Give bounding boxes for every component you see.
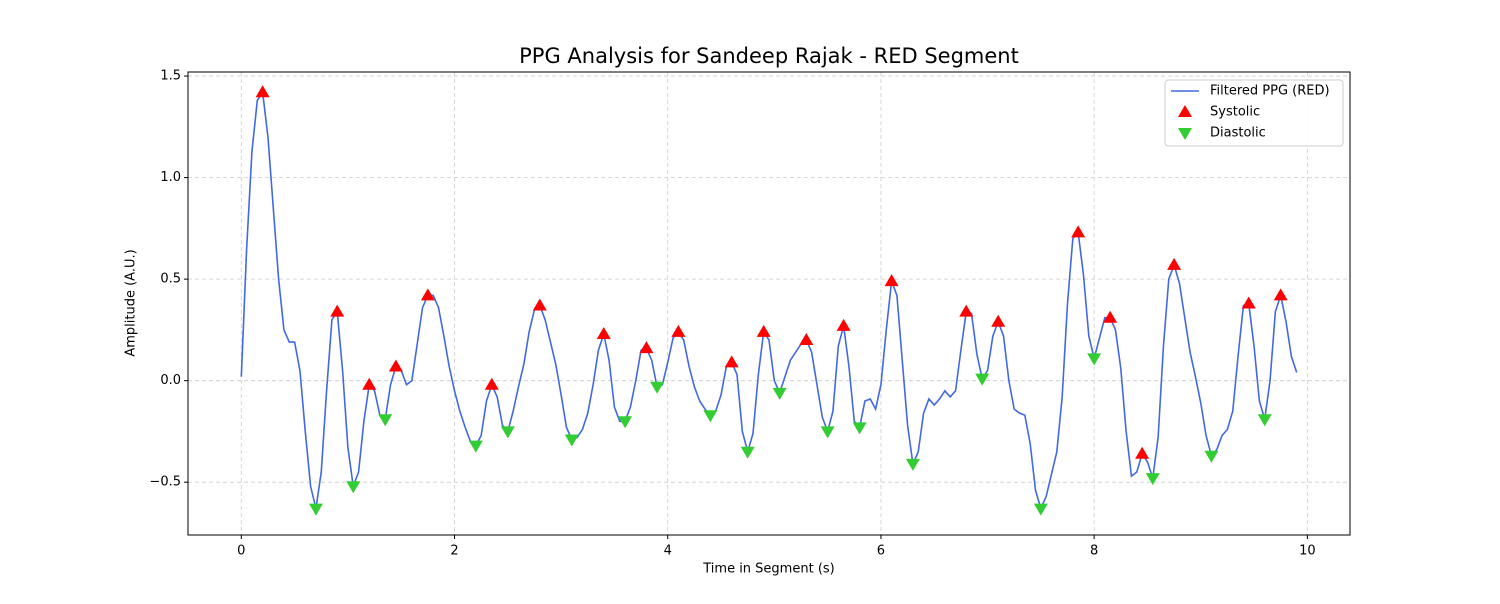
diastolic-marker (740, 446, 755, 459)
systolic-marker (1071, 225, 1086, 238)
x-axis-label: Time in Segment (s) (702, 562, 834, 577)
systolic-marker (991, 314, 1006, 327)
diastolic-marker (905, 458, 920, 471)
diastolic-marker (468, 440, 483, 453)
legend-label: Systolic (1210, 105, 1260, 120)
legend-box (1164, 79, 1344, 147)
systolic-marker (330, 304, 345, 317)
systolic-marker (255, 85, 270, 98)
systolic-marker (388, 359, 403, 372)
systolic-marker (884, 274, 899, 287)
systolic-marker (1167, 257, 1182, 270)
y-tick-label: 0.0 (160, 373, 181, 388)
y-tick-label: 1.0 (160, 170, 181, 185)
systolic-marker (1135, 446, 1150, 459)
x-tick-label: 2 (450, 544, 458, 559)
y-tick-label: 1.5 (160, 69, 181, 84)
plot-frame (187, 71, 1351, 536)
systolic-marker (756, 324, 771, 337)
x-tick-label: 10 (1299, 544, 1316, 559)
diastolic-marker (564, 434, 579, 447)
x-tick-label: 8 (1090, 544, 1098, 559)
diastolic-marker (975, 373, 990, 386)
x-tick-label: 4 (664, 544, 672, 559)
systolic-marker (532, 298, 547, 311)
diastolic-marker (1145, 473, 1160, 486)
systolic-marker (420, 288, 435, 301)
diastolic-marker (1204, 450, 1219, 463)
diastolic-marker (308, 503, 323, 516)
systolic-marker (671, 324, 686, 337)
diastolic-marker (500, 426, 515, 439)
systolic-marker (1273, 288, 1288, 301)
diastolic-marker (378, 414, 393, 427)
systolic-marker (596, 326, 611, 339)
legend-swatch (1178, 128, 1192, 140)
diastolic-marker (820, 426, 835, 439)
systolic-marker (959, 304, 974, 317)
systolic-marker (799, 333, 814, 346)
x-tick-label: 6 (877, 544, 885, 559)
y-tick-label: 0.5 (160, 272, 181, 287)
diastolic-marker (618, 416, 633, 429)
systolic-marker (362, 377, 377, 390)
legend-label: Diastolic (1210, 126, 1266, 141)
y-tick-label: −0.5 (149, 475, 181, 490)
legend-swatch (1178, 105, 1192, 117)
diastolic-marker (650, 381, 665, 394)
chart-title: PPG Analysis for Sandeep Rajak - RED Seg… (519, 44, 1019, 68)
diastolic-marker (703, 410, 718, 423)
x-tick-label: 0 (237, 544, 245, 559)
legend-label: Filtered PPG (RED) (1210, 84, 1330, 99)
diastolic-marker (772, 387, 787, 400)
y-axis-label: Amplitude (A.U.) (124, 249, 139, 356)
systolic-marker (724, 355, 739, 368)
ppg-line (240, 90, 1298, 511)
systolic-marker (1103, 310, 1118, 323)
diastolic-marker (346, 481, 361, 494)
diastolic-marker (1257, 414, 1272, 427)
diastolic-marker (1033, 503, 1048, 516)
systolic-marker (1241, 296, 1256, 309)
systolic-marker (484, 377, 499, 390)
systolic-marker (836, 318, 851, 331)
diastolic-marker (852, 422, 867, 435)
diastolic-marker (1087, 353, 1102, 366)
systolic-marker (639, 341, 654, 354)
